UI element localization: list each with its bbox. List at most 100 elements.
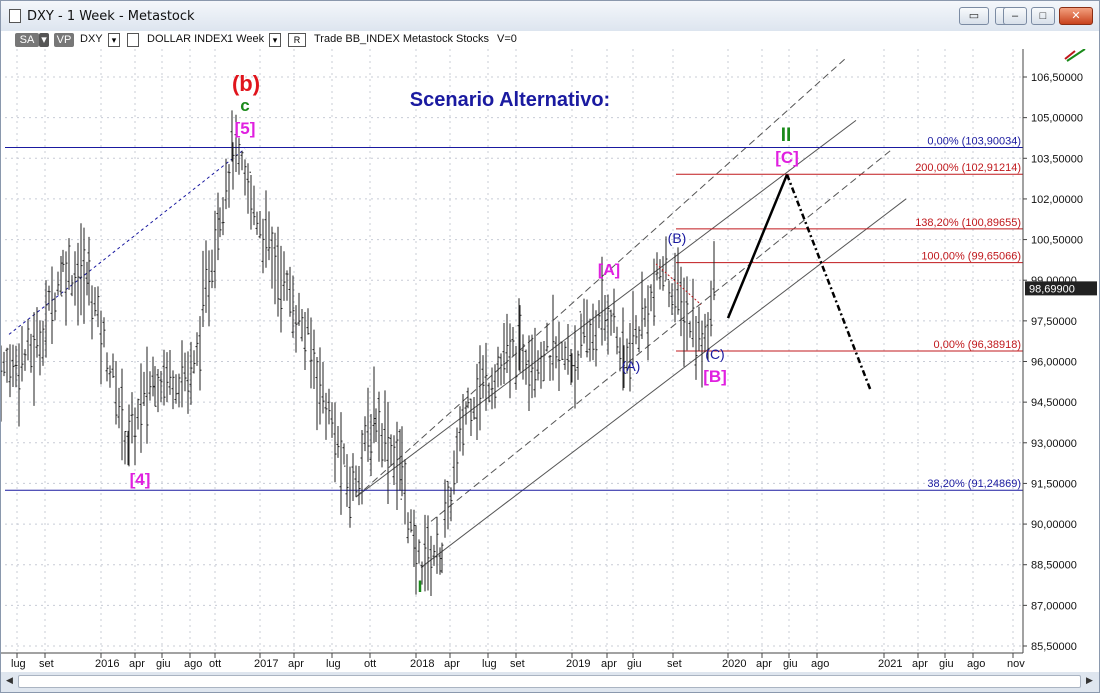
y-tick-label: 100,50000: [1031, 235, 1083, 247]
volume-info: V=0: [497, 33, 517, 45]
projection: [655, 174, 873, 392]
price-bar: [691, 278, 695, 348]
price-bar: [426, 515, 430, 591]
price-bar: [20, 326, 24, 382]
price-bar: [655, 252, 659, 281]
price-bar: [533, 327, 537, 398]
symbol-dropdown-icon[interactable]: ▾: [108, 33, 120, 47]
price-bar: [70, 275, 74, 297]
wave-label-II: II: [781, 125, 792, 146]
price-bar: [41, 320, 45, 366]
price-bar: [35, 307, 39, 358]
fib-label: 0,00% (103,90034): [927, 135, 1021, 147]
wave-label-B-paren: (B): [668, 230, 687, 246]
price-bar: [398, 429, 402, 491]
title-bar[interactable]: DXY - 1 Week - Metastock ▭ ◦ – □ ✕: [1, 1, 1099, 31]
price-bar: [554, 336, 558, 369]
symbol-label: DXY: [80, 33, 103, 45]
source-info: Trade BB_INDEX Metastock Stocks: [314, 33, 490, 45]
y-tick-label: 90,00000: [1031, 519, 1077, 531]
x-tick-label: giu: [627, 658, 642, 670]
price-bar: [159, 371, 163, 403]
price-bar: [392, 435, 396, 486]
y-tick-label: 102,00000: [1031, 194, 1083, 206]
price-bar: [594, 310, 598, 367]
fib-label: 0,00% (96,38918): [934, 339, 1021, 351]
price-bar: [466, 387, 470, 409]
x-tick-label: apr: [601, 658, 617, 670]
price-bar: [300, 309, 304, 342]
price-bar: [545, 322, 549, 352]
grid: [5, 49, 1023, 653]
price-bar: [216, 192, 220, 261]
price-bar: [579, 311, 583, 358]
price-bar: [573, 325, 577, 409]
x-tick-label: ago: [811, 658, 829, 670]
price-bar: [435, 516, 439, 574]
price-bar: [312, 329, 316, 390]
price-bar: [171, 370, 175, 410]
vp-button[interactable]: VP: [54, 33, 74, 47]
scroll-right-icon[interactable]: ▶: [1086, 675, 1093, 685]
chart-area[interactable]: 0,00% (103,90034) 200,00% (102,91214) 138,…: [0, 48, 1099, 672]
maximize-button[interactable]: □: [1031, 7, 1055, 25]
minimize-button[interactable]: –: [1003, 7, 1027, 25]
r-button[interactable]: R: [288, 33, 306, 47]
price-bar: [327, 388, 331, 425]
price-bar: [224, 158, 228, 210]
period-label: 1 Week: [227, 33, 265, 45]
price-bar: [29, 333, 33, 373]
restore-icon[interactable]: ▭: [959, 7, 989, 25]
price-chart[interactable]: 0,00% (103,90034) 200,00% (102,91214) 138,…: [0, 48, 1099, 672]
price-bar: [354, 465, 358, 498]
price-bar: [136, 398, 140, 430]
window-title: DXY - 1 Week - Metastock: [27, 9, 195, 24]
wave-label-4: [4]: [130, 470, 151, 489]
price-bar: [383, 390, 387, 462]
price-bar: [591, 303, 595, 361]
price-bar: [414, 525, 418, 595]
price-bar: [673, 252, 677, 323]
price-bar: [61, 249, 65, 272]
y-tick-label: 87,00000: [1031, 600, 1077, 612]
price-bar: [82, 227, 86, 324]
horizontal-scrollbar[interactable]: ◀ ▶: [1, 672, 1099, 692]
price-bar: [443, 479, 447, 538]
price-bar: [50, 266, 54, 344]
price-bar: [606, 294, 610, 355]
y-tick-label: 103,50000: [1031, 153, 1083, 165]
price-bar: [14, 345, 18, 388]
x-tick-label: giu: [156, 658, 171, 670]
x-tick-label: set: [510, 658, 525, 670]
price-bar: [0, 345, 3, 422]
scroll-left-icon[interactable]: ◀: [6, 675, 13, 685]
price-bar: [255, 211, 259, 235]
price-bar: [192, 350, 196, 374]
price-bar: [218, 207, 222, 238]
price-bar: [186, 351, 190, 414]
wave-label-5: [5]: [235, 119, 256, 138]
close-button[interactable]: ✕: [1059, 7, 1093, 25]
y-tick-label: 85,50000: [1031, 641, 1077, 653]
price-bar: [174, 374, 178, 404]
scenario-title: Scenario Alternativo:: [410, 89, 610, 111]
price-bar: [634, 315, 638, 345]
wave-label-B-bracket: [B]: [703, 367, 727, 386]
sa-button[interactable]: SA: [15, 33, 39, 47]
price-bar: [351, 453, 355, 501]
x-tick-label: apr: [288, 658, 304, 670]
x-tick-label: giu: [939, 658, 954, 670]
scroll-thumb[interactable]: [18, 675, 1081, 688]
price-bar: [133, 407, 137, 466]
price-bar: [682, 277, 686, 367]
price-bar: [625, 338, 629, 374]
price-bar: [582, 298, 586, 344]
period-dropdown-icon[interactable]: ▾: [269, 33, 281, 47]
price-bar: [148, 371, 152, 401]
periodicity-icon[interactable]: [127, 33, 139, 47]
price-bar: [321, 362, 325, 414]
price-bar: [438, 547, 442, 575]
price-bar: [487, 382, 491, 403]
sa-dropdown-icon[interactable]: ▾: [39, 33, 49, 47]
